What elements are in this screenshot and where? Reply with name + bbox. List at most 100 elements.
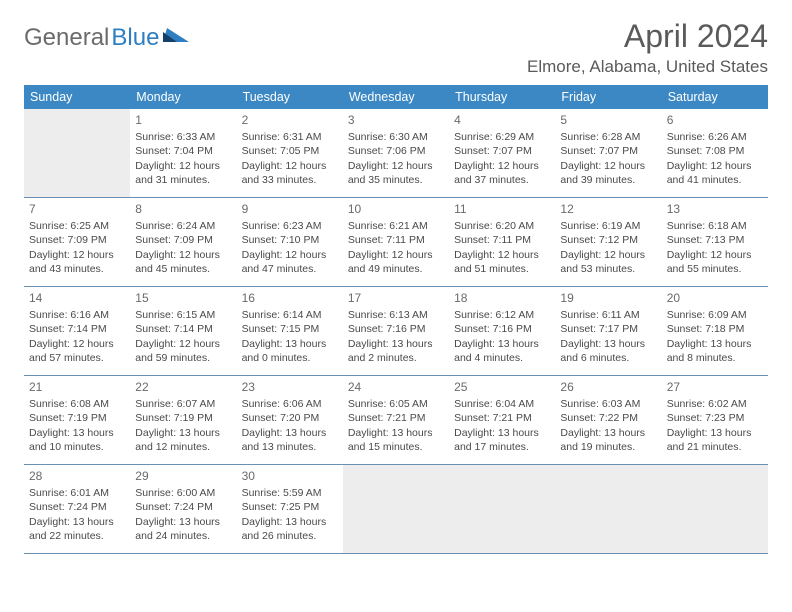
- daylight-line-2: and 55 minutes.: [667, 262, 763, 276]
- daylight-line-2: and 35 minutes.: [348, 173, 444, 187]
- daylight-line-2: and 37 minutes.: [454, 173, 550, 187]
- day-cell: [24, 109, 130, 197]
- sunset-line: Sunset: 7:11 PM: [348, 233, 444, 247]
- sunset-line: Sunset: 7:21 PM: [348, 411, 444, 425]
- daylight-line-2: and 26 minutes.: [242, 529, 338, 543]
- weekday-header: Monday: [130, 85, 236, 109]
- daylight-line-1: Daylight: 13 hours: [348, 337, 444, 351]
- daylight-line-1: Daylight: 12 hours: [135, 248, 231, 262]
- page-header: GeneralBlue April 2024 Elmore, Alabama, …: [24, 18, 768, 77]
- daylight-line-1: Daylight: 13 hours: [135, 515, 231, 529]
- sunset-line: Sunset: 7:18 PM: [667, 322, 763, 336]
- sunrise-line: Sunrise: 6:28 AM: [560, 130, 656, 144]
- day-cell: 10Sunrise: 6:21 AMSunset: 7:11 PMDayligh…: [343, 198, 449, 286]
- day-number: 17: [348, 290, 444, 306]
- sunset-line: Sunset: 7:06 PM: [348, 144, 444, 158]
- week-row: 21Sunrise: 6:08 AMSunset: 7:19 PMDayligh…: [24, 376, 768, 465]
- sunrise-line: Sunrise: 6:01 AM: [29, 486, 125, 500]
- day-cell: 20Sunrise: 6:09 AMSunset: 7:18 PMDayligh…: [662, 287, 768, 375]
- day-cell: 25Sunrise: 6:04 AMSunset: 7:21 PMDayligh…: [449, 376, 555, 464]
- daylight-line-2: and 12 minutes.: [135, 440, 231, 454]
- day-number: 21: [29, 379, 125, 395]
- day-number: 27: [667, 379, 763, 395]
- sunrise-line: Sunrise: 5:59 AM: [242, 486, 338, 500]
- daylight-line-1: Daylight: 13 hours: [667, 426, 763, 440]
- day-number: 8: [135, 201, 231, 217]
- day-number: 30: [242, 468, 338, 484]
- daylight-line-2: and 4 minutes.: [454, 351, 550, 365]
- day-number: 11: [454, 201, 550, 217]
- day-cell: 11Sunrise: 6:20 AMSunset: 7:11 PMDayligh…: [449, 198, 555, 286]
- daylight-line-2: and 49 minutes.: [348, 262, 444, 276]
- daylight-line-1: Daylight: 12 hours: [29, 337, 125, 351]
- sunrise-line: Sunrise: 6:18 AM: [667, 219, 763, 233]
- sunrise-line: Sunrise: 6:09 AM: [667, 308, 763, 322]
- sunset-line: Sunset: 7:14 PM: [135, 322, 231, 336]
- sunset-line: Sunset: 7:14 PM: [29, 322, 125, 336]
- day-number: 5: [560, 112, 656, 128]
- sunset-line: Sunset: 7:04 PM: [135, 144, 231, 158]
- daylight-line-1: Daylight: 13 hours: [454, 337, 550, 351]
- brand-part1: General: [24, 24, 109, 52]
- day-cell: 27Sunrise: 6:02 AMSunset: 7:23 PMDayligh…: [662, 376, 768, 464]
- week-row: 1Sunrise: 6:33 AMSunset: 7:04 PMDaylight…: [24, 109, 768, 198]
- day-number: 29: [135, 468, 231, 484]
- day-number: 22: [135, 379, 231, 395]
- daylight-line-1: Daylight: 12 hours: [242, 248, 338, 262]
- sunrise-line: Sunrise: 6:19 AM: [560, 219, 656, 233]
- sunrise-line: Sunrise: 6:30 AM: [348, 130, 444, 144]
- daylight-line-2: and 8 minutes.: [667, 351, 763, 365]
- sunset-line: Sunset: 7:08 PM: [667, 144, 763, 158]
- sunrise-line: Sunrise: 6:04 AM: [454, 397, 550, 411]
- sunrise-line: Sunrise: 6:02 AM: [667, 397, 763, 411]
- daylight-line-1: Daylight: 13 hours: [242, 337, 338, 351]
- flag-icon: [163, 26, 189, 46]
- sunset-line: Sunset: 7:16 PM: [454, 322, 550, 336]
- sunset-line: Sunset: 7:11 PM: [454, 233, 550, 247]
- daylight-line-1: Daylight: 12 hours: [242, 159, 338, 173]
- sunset-line: Sunset: 7:19 PM: [135, 411, 231, 425]
- sunset-line: Sunset: 7:24 PM: [29, 500, 125, 514]
- sunrise-line: Sunrise: 6:07 AM: [135, 397, 231, 411]
- daylight-line-1: Daylight: 12 hours: [135, 337, 231, 351]
- daylight-line-1: Daylight: 13 hours: [135, 426, 231, 440]
- sunset-line: Sunset: 7:24 PM: [135, 500, 231, 514]
- daylight-line-1: Daylight: 13 hours: [29, 515, 125, 529]
- weekday-header: Sunday: [24, 85, 130, 109]
- day-number: 26: [560, 379, 656, 395]
- sunrise-line: Sunrise: 6:05 AM: [348, 397, 444, 411]
- daylight-line-2: and 2 minutes.: [348, 351, 444, 365]
- location-label: Elmore, Alabama, United States: [527, 57, 768, 77]
- sunset-line: Sunset: 7:12 PM: [560, 233, 656, 247]
- day-cell: [343, 465, 449, 553]
- day-number: 16: [242, 290, 338, 306]
- daylight-line-2: and 41 minutes.: [667, 173, 763, 187]
- sunset-line: Sunset: 7:05 PM: [242, 144, 338, 158]
- daylight-line-1: Daylight: 12 hours: [667, 159, 763, 173]
- daylight-line-2: and 47 minutes.: [242, 262, 338, 276]
- day-number: 14: [29, 290, 125, 306]
- day-cell: 8Sunrise: 6:24 AMSunset: 7:09 PMDaylight…: [130, 198, 236, 286]
- day-number: 28: [29, 468, 125, 484]
- day-cell: 30Sunrise: 5:59 AMSunset: 7:25 PMDayligh…: [237, 465, 343, 553]
- day-cell: 26Sunrise: 6:03 AMSunset: 7:22 PMDayligh…: [555, 376, 661, 464]
- day-number: 2: [242, 112, 338, 128]
- daylight-line-1: Daylight: 13 hours: [560, 337, 656, 351]
- sunset-line: Sunset: 7:07 PM: [560, 144, 656, 158]
- day-cell: 1Sunrise: 6:33 AMSunset: 7:04 PMDaylight…: [130, 109, 236, 197]
- day-cell: 12Sunrise: 6:19 AMSunset: 7:12 PMDayligh…: [555, 198, 661, 286]
- day-cell: [662, 465, 768, 553]
- sunrise-line: Sunrise: 6:16 AM: [29, 308, 125, 322]
- day-cell: 23Sunrise: 6:06 AMSunset: 7:20 PMDayligh…: [237, 376, 343, 464]
- daylight-line-2: and 45 minutes.: [135, 262, 231, 276]
- daylight-line-2: and 6 minutes.: [560, 351, 656, 365]
- sunrise-line: Sunrise: 6:20 AM: [454, 219, 550, 233]
- daylight-line-1: Daylight: 13 hours: [560, 426, 656, 440]
- sunset-line: Sunset: 7:22 PM: [560, 411, 656, 425]
- sunrise-line: Sunrise: 6:31 AM: [242, 130, 338, 144]
- daylight-line-1: Daylight: 12 hours: [348, 159, 444, 173]
- weekday-header: Saturday: [662, 85, 768, 109]
- daylight-line-2: and 0 minutes.: [242, 351, 338, 365]
- sunset-line: Sunset: 7:21 PM: [454, 411, 550, 425]
- sunrise-line: Sunrise: 6:06 AM: [242, 397, 338, 411]
